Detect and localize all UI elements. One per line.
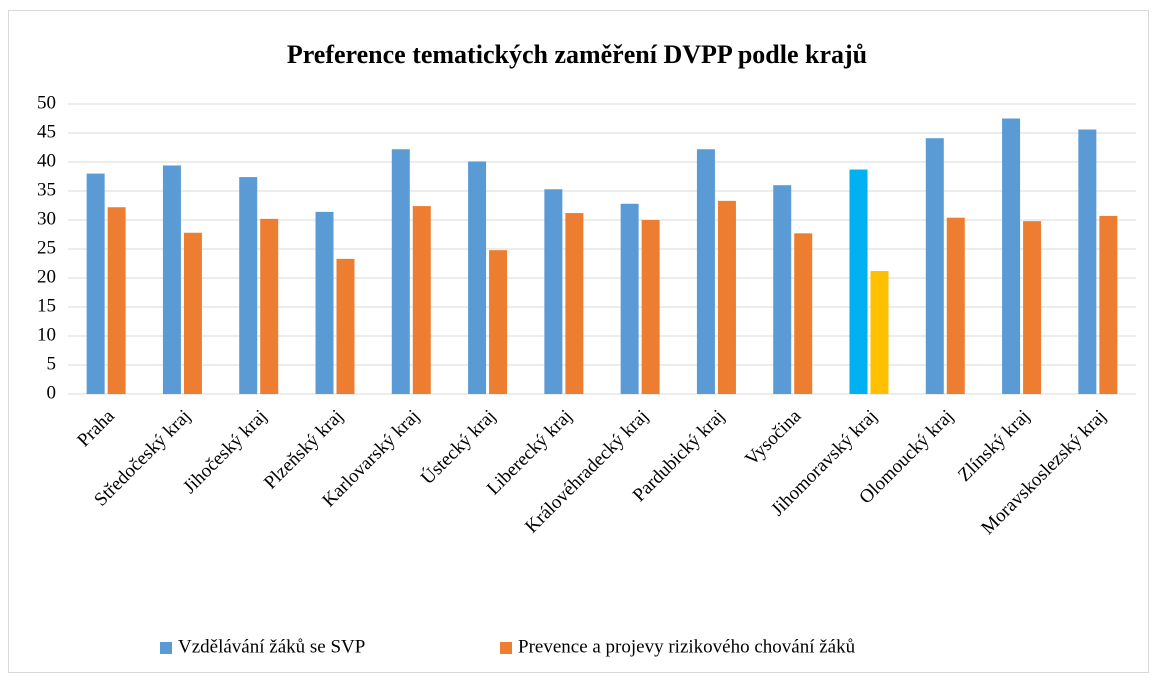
- bar: [315, 211, 334, 394]
- y-tick-label: 10: [37, 324, 56, 345]
- bar: [239, 177, 258, 394]
- bar: [1023, 221, 1042, 394]
- y-tick-label: 20: [37, 266, 56, 287]
- chart-title: Preference tematických zaměření DVPP pod…: [287, 40, 867, 69]
- bar: [260, 218, 279, 394]
- legend-label: Vzdělávání žáků se SVP: [178, 636, 365, 657]
- legend-swatch: [500, 642, 512, 654]
- bar: [849, 169, 868, 394]
- bar: [620, 203, 639, 394]
- bar: [946, 217, 965, 394]
- bar: [696, 149, 715, 394]
- bar: [1099, 215, 1118, 394]
- y-tick-label: 25: [37, 237, 56, 258]
- bar: [412, 206, 431, 394]
- bar: [544, 189, 563, 394]
- bar: [336, 258, 355, 394]
- bar: [925, 138, 944, 394]
- bar: [1002, 118, 1021, 394]
- y-tick-label: 50: [37, 92, 56, 113]
- bar: [794, 233, 813, 394]
- bar: [86, 173, 105, 394]
- y-tick-label: 40: [37, 150, 56, 171]
- legend-label: Prevence a projevy rizikového chování žá…: [518, 636, 856, 657]
- y-tick-label: 45: [37, 121, 56, 142]
- y-tick-label: 35: [37, 179, 56, 200]
- bar: [489, 250, 508, 394]
- y-tick-label: 5: [47, 353, 57, 374]
- y-tick-label: 15: [37, 295, 56, 316]
- bar: [183, 232, 202, 394]
- bar: [641, 220, 660, 394]
- bar: [391, 149, 410, 394]
- bar: [565, 213, 584, 394]
- y-tick-label: 30: [37, 208, 56, 229]
- bar: [717, 200, 736, 394]
- y-tick-label: 0: [47, 382, 57, 403]
- bar: [1078, 129, 1097, 394]
- legend-swatch: [160, 642, 172, 654]
- bar: [162, 165, 181, 394]
- bar: [773, 185, 792, 394]
- bar: [870, 271, 889, 394]
- bar: [468, 161, 487, 394]
- bar: [107, 207, 126, 394]
